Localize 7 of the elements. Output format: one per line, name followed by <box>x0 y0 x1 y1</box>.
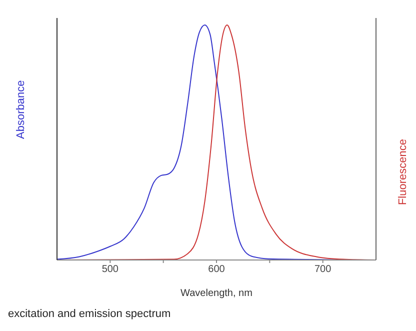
y2-axis-title: Fluorescence <box>396 139 409 206</box>
text: excitation and emission spectrum <box>8 308 172 320</box>
y-axis-title: Absorbance <box>14 80 27 139</box>
x-tick-label: 600 <box>208 264 226 276</box>
x-axis-title: Wavelength, nm <box>180 288 252 299</box>
x-tick-label: 500 <box>102 264 119 276</box>
x-tick-label: 700 <box>314 264 332 276</box>
